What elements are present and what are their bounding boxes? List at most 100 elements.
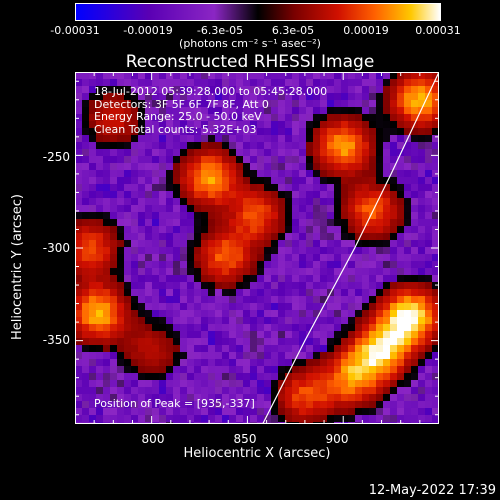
heatmap-cell [362,114,369,121]
heatmap-cell [404,373,411,380]
heatmap-cell [229,135,236,142]
heatmap-cell [236,128,243,135]
heatmap-cell [320,142,327,149]
heatmap-cell [334,352,341,359]
heatmap-cell [341,338,348,345]
heatmap-cell [411,135,418,142]
heatmap-cell [285,394,292,401]
heatmap-cell [390,324,397,331]
heatmap-cell [145,240,152,247]
heatmap-cell [425,184,432,191]
heatmap-cell [117,303,124,310]
heatmap-cell [348,345,355,352]
heatmap-cell [292,135,299,142]
heatmap-cell [348,296,355,303]
heatmap-cell [89,170,96,177]
heatmap-cell [306,198,313,205]
heatmap-cell [96,331,103,338]
heatmap-cell [236,240,243,247]
heatmap-cell [264,72,271,79]
heatmap-cell [362,135,369,142]
heatmap-cell [138,233,145,240]
heatmap-cell [187,380,194,387]
heatmap-cell [397,114,404,121]
heatmap-cell [341,142,348,149]
heatmap-cell [159,156,166,163]
heatmap-cell [82,324,89,331]
heatmap-cell [411,72,418,79]
heatmap-cell [306,310,313,317]
heatmap-cell [208,149,215,156]
heatmap-cell [404,79,411,86]
heatmap-cell [411,303,418,310]
heatmap-cell [180,261,187,268]
heatmap-cell [82,296,89,303]
heatmap-cell [306,303,313,310]
heatmap-cell [271,296,278,303]
heatmap-cell [138,219,145,226]
heatmap-cell [110,149,117,156]
heatmap-cell [166,324,173,331]
heatmap-cell [75,310,82,317]
heatmap-cell [243,415,250,422]
heatmap-cell [341,198,348,205]
heatmap-cell [187,345,194,352]
heatmap-cell [348,135,355,142]
heatmap-cell [292,107,299,114]
heatmap-cell [152,233,159,240]
heatmap-cell [299,219,306,226]
heatmap-cell [383,191,390,198]
heatmap-cell [348,352,355,359]
heatmap-cell [173,170,180,177]
heatmap-cell [341,205,348,212]
heatmap-cell [215,415,222,422]
heatmap-cell [82,72,89,79]
heatmap-cell [222,177,229,184]
heatmap-cell [201,114,208,121]
heatmap-cell [194,317,201,324]
heatmap-cell [89,366,96,373]
heatmap-cell [187,254,194,261]
heatmap-cell [390,170,397,177]
heatmap-cell [334,121,341,128]
heatmap-cell [411,163,418,170]
heatmap-cell [306,380,313,387]
heatmap-cell [208,93,215,100]
heatmap-cell [110,303,117,310]
heatmap-cell [362,303,369,310]
heatmap-cell [173,254,180,261]
heatmap-cell [145,212,152,219]
heatmap-cell [432,240,439,247]
heatmap-cell [138,191,145,198]
heatmap-cell [75,303,82,310]
colorbar-tick: -0.00031 [50,24,100,37]
heatmap-cell [292,387,299,394]
heatmap-cell [173,135,180,142]
heatmap-cell [187,387,194,394]
heatmap-cell [320,233,327,240]
heatmap-cell [397,177,404,184]
heatmap-cell [313,352,320,359]
heatmap-cell [194,296,201,303]
heatmap-cell [215,324,222,331]
heatmap-cell [292,268,299,275]
heatmap-cell [418,191,425,198]
heatmap-cell [425,205,432,212]
heatmap-cell [173,86,180,93]
heatmap-cell [404,149,411,156]
heatmap-cell [201,352,208,359]
heatmap-cell [425,401,432,408]
heatmap-cell [138,114,145,121]
heatmap-cell [194,163,201,170]
heatmap-cell [278,380,285,387]
heatmap-cell [383,142,390,149]
heatmap-cell [285,296,292,303]
heatmap-cell [425,212,432,219]
heatmap-cell [320,352,327,359]
heatmap-cell [173,121,180,128]
heatmap-cell [355,296,362,303]
heatmap-cell [278,184,285,191]
heatmap-cell [376,86,383,93]
heatmap-cell [257,359,264,366]
heatmap-cell [278,100,285,107]
